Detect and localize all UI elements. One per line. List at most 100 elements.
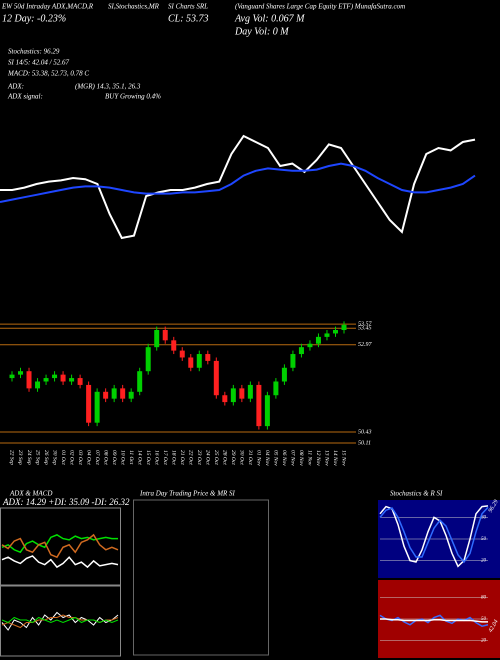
x-tick-label: 31 Oct [247,449,253,465]
candle-body [171,340,177,351]
panel-frame [133,499,269,656]
panel-title: Intra Day Trading Price & MR SI [139,490,236,498]
header-text: 12 Day: -0.23% [2,13,66,24]
series-line [0,134,476,240]
candle-body [273,381,279,396]
candle-body [222,395,228,403]
candle-body [145,347,151,372]
header-text: MACD: 53.38, 52.73, 0.78 C [7,70,89,78]
panel-frame [0,507,121,586]
candle-body [111,388,117,399]
panel-subtitle: ADX: 14.29 +DI: 35.09 -DI: 26.32 [2,497,130,507]
header-text: SI,Stochastics,MR [108,3,160,11]
header-text: Avg Vol: 0.067 M [234,13,305,24]
header-text: ADX signal: [7,93,43,101]
x-tick-label: 15 Nov [341,450,347,466]
candle-body [332,330,338,334]
candle-body [60,374,66,382]
y-tick-label: 50 [481,617,487,622]
series-line [379,614,489,628]
series-line [0,162,476,203]
y-tick-label: 80 [481,516,487,521]
x-tick-label: 24 Oct [205,450,212,465]
candle-body [179,350,185,358]
candle-body [298,347,304,355]
series-line [1,611,119,631]
x-tick-label: 01 Oct [60,450,66,465]
x-tick-label: 16 Oct [153,450,159,465]
candle-body [230,388,236,403]
x-tick-label: 17 Oct [162,450,168,465]
candle-body [213,360,219,396]
candle-body [188,357,194,368]
panel-title: ADX & MACD [9,490,52,498]
candle-body [9,374,15,379]
x-tick-label: 04 Oct [85,450,92,465]
series-line [1,533,119,559]
candle-body [103,391,109,399]
x-tick-label: 15 Oct [145,450,151,465]
x-tick-label: 26 Sep [43,450,49,465]
x-tick-label: 14 Oct [136,450,143,465]
x-tick-label: 06 Nov [281,450,287,466]
header-text: EW 50d Intraday ADX,MACD,R [1,3,94,11]
x-tick-label: 23 Sep [17,450,23,465]
x-tick-label: 13 Nov [324,450,330,466]
x-tick-label: 11 Oct [128,450,134,465]
series-line [1,616,119,624]
candle-body [26,371,32,389]
candle-body [281,367,287,382]
candle-body [256,384,262,427]
x-tick-label: 01 Nov [256,450,262,466]
header-text: Stochastics: 96.29 [8,48,60,56]
candle-body [247,384,253,399]
x-tick-label: 11 Nov [307,450,313,466]
series-line [380,618,488,623]
x-tick-label: 30 Oct [239,449,245,465]
header-text: Day Vol: 0 M [234,26,289,37]
x-tick-label: 23 Oct [196,450,202,465]
y-tick-label: 52.97 [358,342,373,348]
candle-body [137,371,143,392]
candle-body [77,378,83,385]
candle-body [264,395,270,427]
candle-body [239,388,245,399]
header-text: BUY Growing 0.4% [105,93,161,101]
x-tick-label: 08 Nov [298,450,304,466]
candle-body [205,354,211,361]
header-text: (MGR) 14.3, 35.1, 26.3 [75,83,141,91]
candle-body [52,374,58,379]
candle-body [290,354,296,368]
x-tick-label: 21 Oct [179,450,185,465]
header-text: (Vanguard Shares Large Cap Equity ETF) M… [235,3,405,11]
candle-body [43,378,49,382]
panel-title: Stochastics & R SI [390,490,443,498]
y-tick-label: 53.45 [358,325,372,332]
header-text: CL: 53.73 [168,13,209,24]
x-tick-label: 03 Oct [77,450,83,465]
y-tick-label: 50.11 [358,440,371,446]
header-text: SI 14/5: 42.04 / 52.67 [8,59,70,67]
candle-body [18,371,24,375]
x-tick-label: 22 Oct [188,450,194,465]
header-text: ADX: [7,83,24,91]
x-tick-label: 08 Oct [102,450,108,465]
x-tick-label: 12 Nov [315,450,321,466]
x-tick-label: 24 Sep [26,450,33,465]
header-text: SI Charts SRL [168,3,208,11]
x-tick-label: 14 Nov [332,450,339,466]
x-tick-label: 07 Nov [290,450,296,466]
x-tick-label: 28 Oct [222,450,228,465]
candle-body [341,324,347,331]
series-line [1,534,118,554]
x-tick-label: 22 Sep [9,450,15,465]
candle-body [94,391,100,423]
last-value: 96.29 [488,499,500,514]
y-tick-label: 53.57 [358,322,373,328]
candle-body [35,381,41,389]
candle-body [120,388,126,399]
x-tick-label: 05 Nov [273,450,279,466]
candle-body [315,336,321,344]
candle-body [307,343,313,348]
x-tick-label: 10 Oct [119,450,125,465]
